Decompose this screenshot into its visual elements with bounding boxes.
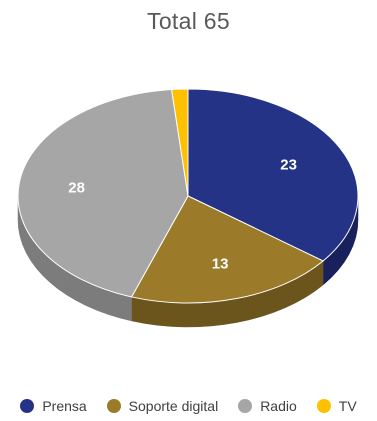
pie-slice-radio[interactable] bbox=[17, 88, 189, 298]
legend-item-prensa[interactable]: Prensa bbox=[20, 398, 87, 414]
data-label-prensa: 23 bbox=[280, 157, 297, 174]
data-label-radio: 28 bbox=[68, 179, 85, 196]
pie-slice-tv[interactable] bbox=[171, 88, 189, 197]
pie-labels: 23 13 28 bbox=[68, 157, 297, 273]
legend-label-tv: TV bbox=[338, 398, 357, 414]
pie-slice-prensa[interactable] bbox=[187, 88, 359, 262]
data-label-soporte-digital: 13 bbox=[212, 256, 229, 273]
pie-tops bbox=[17, 88, 359, 304]
legend-item-soporte-digital[interactable]: Soporte digital bbox=[106, 398, 219, 414]
legend-swatch-radio bbox=[238, 399, 253, 413]
legend-swatch-prensa bbox=[20, 399, 35, 413]
chart-title: Total 65 bbox=[147, 8, 230, 34]
legend-item-tv[interactable]: TV bbox=[316, 398, 357, 414]
pie-chart: 23 13 28 bbox=[17, 88, 359, 328]
legend-label-radio: Radio bbox=[260, 398, 297, 414]
legend-label-prensa: Prensa bbox=[42, 398, 87, 414]
legend-item-radio[interactable]: Radio bbox=[238, 398, 297, 414]
legend-swatch-soporte-digital bbox=[106, 399, 121, 413]
chart-legend: Prensa Soporte digital Radio TV bbox=[0, 398, 377, 414]
legend-label-soporte-digital: Soporte digital bbox=[128, 398, 219, 414]
pie-slice-soporte-digital[interactable] bbox=[130, 195, 325, 304]
legend-swatch-tv bbox=[316, 399, 331, 413]
